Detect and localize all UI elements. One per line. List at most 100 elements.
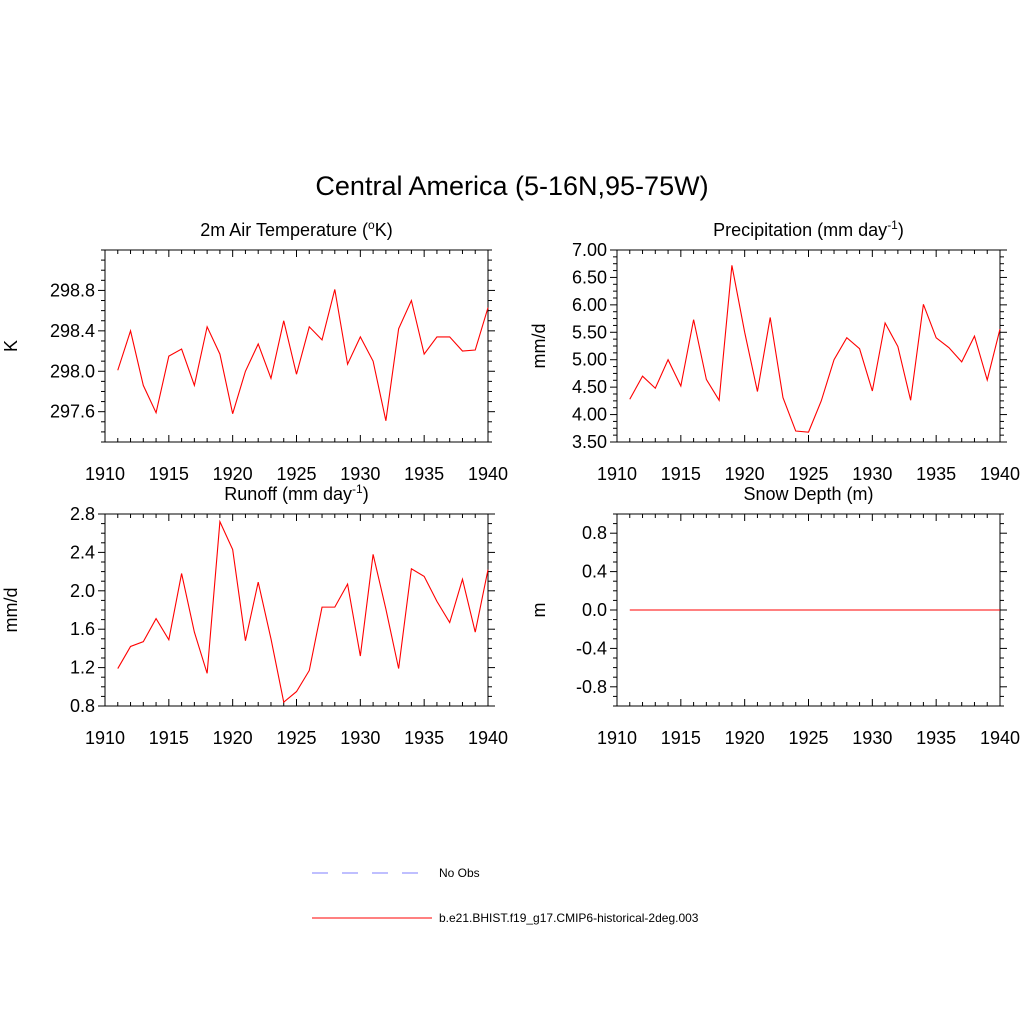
data-point bbox=[321, 339, 322, 340]
data-point bbox=[117, 370, 118, 371]
data-point bbox=[872, 390, 873, 391]
data-point bbox=[680, 385, 681, 386]
x-tick-label: 1930 bbox=[852, 464, 892, 484]
data-point bbox=[258, 582, 259, 583]
legend: No Obs b.e21.BHIST.f19_g17.CMIP6-histori… bbox=[312, 866, 699, 925]
main-title: Central America (5-16N,95-75W) bbox=[315, 171, 708, 201]
data-point bbox=[859, 348, 860, 349]
data-point bbox=[385, 608, 386, 609]
data-point bbox=[974, 609, 975, 610]
data-point bbox=[143, 641, 144, 642]
data-point bbox=[296, 374, 297, 375]
panel-title: Snow Depth (m) bbox=[743, 484, 873, 504]
y-tick-label: 3.50 bbox=[572, 432, 607, 452]
data-point bbox=[373, 361, 374, 362]
y-tick-label: 298.4 bbox=[50, 321, 95, 341]
x-tick-label: 1910 bbox=[597, 464, 637, 484]
panel-title: Runoff (mm day-1) bbox=[224, 482, 368, 504]
series-line bbox=[117, 519, 489, 704]
y-tick-label: 0.8 bbox=[582, 523, 607, 543]
data-point bbox=[373, 554, 374, 555]
chart-panel-1: 1910 1915 1920 1925 1930 1935 1940 297.6 298.0 29… bbox=[1, 218, 508, 484]
data-point bbox=[923, 304, 924, 305]
data-point bbox=[168, 356, 169, 357]
data-point bbox=[744, 332, 745, 333]
data-point bbox=[398, 328, 399, 329]
y-axis-label: mm/d bbox=[1, 588, 21, 633]
data-point bbox=[731, 265, 732, 266]
y-tick-label: 298.0 bbox=[50, 361, 95, 381]
data-point bbox=[667, 609, 668, 610]
data-point bbox=[706, 379, 707, 380]
data-point bbox=[642, 609, 643, 610]
x-tick-label: 1920 bbox=[725, 728, 765, 748]
data-point bbox=[232, 549, 233, 550]
x-tick-label: 1940 bbox=[468, 728, 508, 748]
data-point bbox=[321, 607, 322, 608]
data-point bbox=[808, 609, 809, 610]
data-point bbox=[181, 348, 182, 349]
data-point bbox=[219, 353, 220, 354]
data-point bbox=[757, 391, 758, 392]
data-point bbox=[155, 618, 156, 619]
x-tick-label: 1935 bbox=[916, 464, 956, 484]
data-point bbox=[398, 668, 399, 669]
y-tick-label: 6.00 bbox=[572, 295, 607, 315]
x-tick-label: 1930 bbox=[340, 464, 380, 484]
y-tick-label: 7.00 bbox=[572, 240, 607, 260]
x-tick-label: 1925 bbox=[788, 464, 828, 484]
data-point bbox=[961, 609, 962, 610]
y-tick-label: 4.50 bbox=[572, 377, 607, 397]
data-point bbox=[270, 378, 271, 379]
x-tick-label: 1940 bbox=[980, 464, 1020, 484]
data-point bbox=[693, 609, 694, 610]
data-point bbox=[846, 337, 847, 338]
data-point bbox=[143, 385, 144, 386]
legend-model-label: b.e21.BHIST.f19_g17.CMIP6-historical-2de… bbox=[439, 911, 699, 925]
data-point bbox=[117, 668, 118, 669]
data-point bbox=[821, 400, 822, 401]
data-point bbox=[245, 640, 246, 641]
data-point bbox=[258, 343, 259, 344]
series-line bbox=[629, 265, 1001, 433]
data-point bbox=[872, 609, 873, 610]
data-point bbox=[334, 289, 335, 290]
data-point bbox=[245, 371, 246, 372]
x-tick-label: 1925 bbox=[276, 728, 316, 748]
y-tick-label: 0.4 bbox=[582, 562, 607, 582]
data-point bbox=[194, 385, 195, 386]
data-point bbox=[987, 609, 988, 610]
data-point bbox=[693, 319, 694, 320]
data-point bbox=[194, 631, 195, 632]
data-point bbox=[462, 350, 463, 351]
data-point bbox=[897, 609, 898, 610]
data-point bbox=[309, 670, 310, 671]
data-point bbox=[360, 336, 361, 337]
y-tick-label: 2.0 bbox=[70, 581, 95, 601]
data-point bbox=[168, 639, 169, 640]
data-point bbox=[270, 638, 271, 639]
data-point bbox=[207, 673, 208, 674]
data-point bbox=[475, 349, 476, 350]
data-point bbox=[770, 317, 771, 318]
data-point bbox=[232, 413, 233, 414]
data-point bbox=[795, 430, 796, 431]
data-point bbox=[487, 307, 488, 308]
data-point bbox=[808, 432, 809, 433]
data-point bbox=[885, 322, 886, 323]
x-tick-label: 1930 bbox=[340, 728, 380, 748]
data-point bbox=[334, 607, 335, 608]
data-point bbox=[974, 336, 975, 337]
data-point bbox=[283, 702, 284, 703]
data-point bbox=[449, 336, 450, 337]
data-point bbox=[846, 609, 847, 610]
x-tick-label: 1910 bbox=[597, 728, 637, 748]
x-tick-label: 1920 bbox=[725, 464, 765, 484]
x-tick-label: 1940 bbox=[468, 464, 508, 484]
y-tick-label: 5.50 bbox=[572, 322, 607, 342]
x-tick-label: 1910 bbox=[85, 464, 125, 484]
data-point bbox=[655, 609, 656, 610]
data-point bbox=[885, 609, 886, 610]
y-axis-label: mm/d bbox=[529, 324, 549, 369]
